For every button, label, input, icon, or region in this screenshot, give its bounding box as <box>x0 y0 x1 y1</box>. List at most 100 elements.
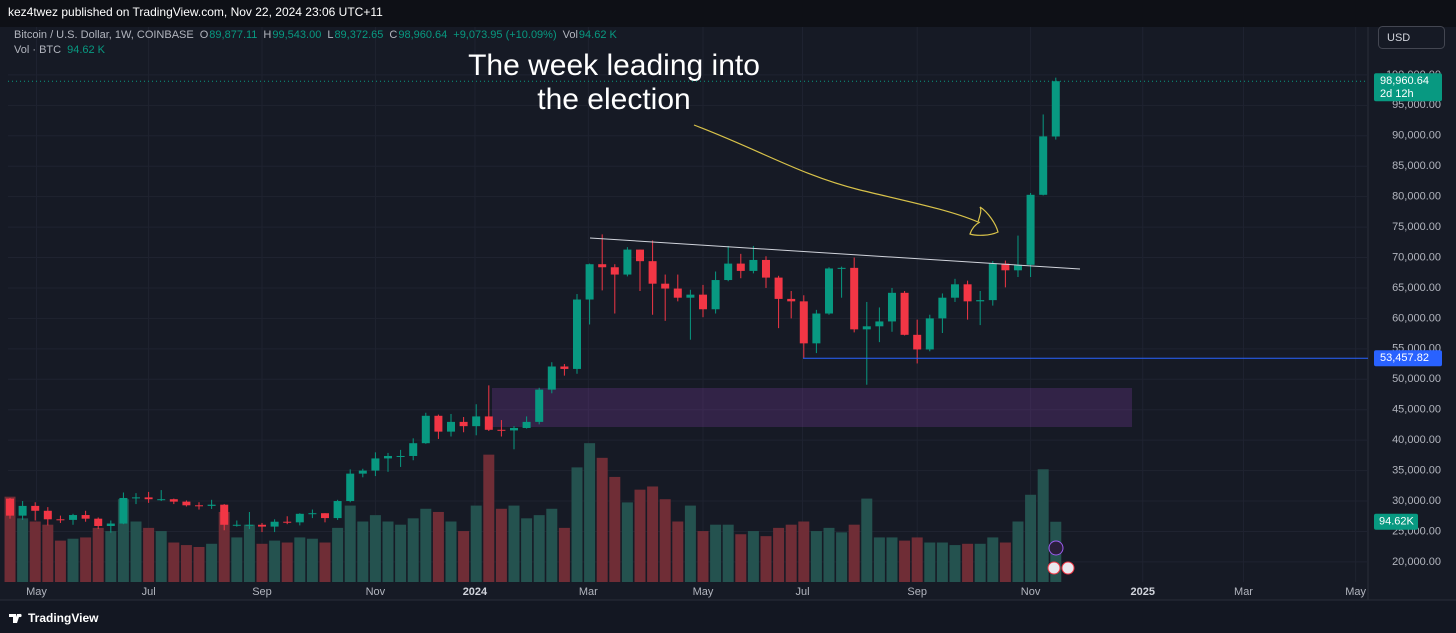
volume-bar <box>521 518 533 582</box>
volume-bar <box>621 502 633 582</box>
x-tick-label: 2025 <box>1130 586 1154 598</box>
axes: 100,000.0095,000.0090,000.0085,000.0080,… <box>26 69 1441 598</box>
volume-bar <box>193 546 205 582</box>
volume-bar <box>407 518 419 582</box>
footer-bar <box>0 600 1456 633</box>
volume-bar <box>773 527 785 582</box>
x-tick-label: 2024 <box>463 586 488 598</box>
candle-body <box>321 513 330 519</box>
volume-bar <box>432 511 444 582</box>
volume-bar <box>369 515 381 582</box>
candles <box>6 77 1060 533</box>
ohlc-key: O <box>199 29 209 41</box>
volume-bar <box>206 543 218 582</box>
candle-body <box>761 259 770 278</box>
volume-bar <box>936 542 948 582</box>
candle-body <box>1001 263 1010 271</box>
volume-bar <box>294 537 306 582</box>
change: +9,073.95 (+10.09%) <box>453 29 557 41</box>
ohlc-key: L <box>327 29 334 41</box>
legend-line: Vol · BTC 94.62 K <box>14 43 623 58</box>
volume-bar <box>911 537 923 582</box>
candle-body <box>988 263 997 301</box>
demand-zone <box>492 388 1132 427</box>
y-tick-label: 50,000.00 <box>1392 373 1441 385</box>
volume-bar <box>810 531 822 582</box>
volume-bar <box>647 486 659 582</box>
candle-body <box>169 499 178 502</box>
candle-body <box>434 415 443 432</box>
volume-bar <box>659 499 671 582</box>
candle-body <box>358 470 367 474</box>
candle-body <box>371 458 380 471</box>
volume-bar <box>105 531 117 582</box>
event-icon[interactable] <box>1061 561 1075 575</box>
volume-bar <box>54 540 66 582</box>
annotation-line: The week leading into <box>468 49 760 82</box>
candle-body <box>711 280 720 310</box>
volume-tag-label: 94.62K <box>1379 516 1415 528</box>
x-tick-label: May <box>693 586 714 598</box>
y-tick-label: 90,000.00 <box>1392 130 1441 142</box>
volume-bar <box>130 521 142 582</box>
countdown-label: 2d 12h <box>1380 88 1414 100</box>
volume-bar <box>672 521 684 582</box>
candle-body <box>195 505 204 507</box>
y-tick-label: 70,000.00 <box>1392 251 1441 263</box>
y-tick-label: 30,000.00 <box>1392 495 1441 507</box>
legend: Bitcoin / U.S. Dollar, 1W, COINBASE O89,8… <box>14 28 623 58</box>
candle-body <box>598 264 607 268</box>
candle-body <box>81 515 90 519</box>
volume-bar <box>798 521 810 582</box>
volume-bar <box>495 508 507 582</box>
y-tick-label: 65,000.00 <box>1392 282 1441 294</box>
y-tick-label: 40,000.00 <box>1392 434 1441 446</box>
candle-body <box>6 498 15 516</box>
volume-bar <box>710 524 722 582</box>
candle-body <box>950 284 959 298</box>
currency-button[interactable] <box>1378 26 1445 49</box>
candle-body <box>787 298 796 302</box>
volume-bar <box>697 531 709 582</box>
candle-body <box>18 505 27 516</box>
volume-bar <box>306 538 318 582</box>
event-icon[interactable] <box>1048 540 1064 556</box>
volume-bar <box>231 537 243 582</box>
candle-body <box>963 284 972 302</box>
volume-bar <box>558 527 570 582</box>
candle-body <box>232 524 241 526</box>
symbol: Bitcoin / U.S. Dollar, 1W, COINBASE <box>14 29 194 41</box>
logo-icon <box>9 614 20 623</box>
currency-label[interactable]: USD <box>1387 32 1410 44</box>
candle-body <box>69 515 78 520</box>
volume-bar <box>899 540 911 582</box>
candle-body <box>850 267 859 330</box>
ohlc-key: H <box>263 29 272 41</box>
level-tag <box>1374 350 1442 367</box>
volume-bar <box>760 536 772 582</box>
candle-body <box>283 521 292 523</box>
last-price-tag <box>1374 73 1442 102</box>
volume-bar <box>987 537 999 582</box>
volume-bars <box>4 443 1062 582</box>
top-bar <box>0 0 1456 27</box>
event-icon[interactable] <box>1047 561 1061 575</box>
volume-bar <box>873 537 885 582</box>
candle-body <box>396 455 405 457</box>
volume-bar <box>1037 469 1049 582</box>
volume-bar <box>735 534 747 582</box>
candle-body <box>900 292 909 335</box>
y-tick-label: 75,000.00 <box>1392 221 1441 233</box>
volume-bar <box>962 543 974 582</box>
candle-body <box>635 249 644 262</box>
candle-body <box>749 259 758 271</box>
volume-bar <box>117 499 129 582</box>
volume-bar <box>243 524 255 582</box>
candle-body <box>610 267 619 275</box>
candle-body <box>484 416 493 430</box>
candle-body <box>421 415 430 444</box>
x-tick-label: Mar <box>1234 586 1253 598</box>
volume-bar <box>722 524 734 582</box>
footer-brand: TradingView <box>28 611 99 625</box>
